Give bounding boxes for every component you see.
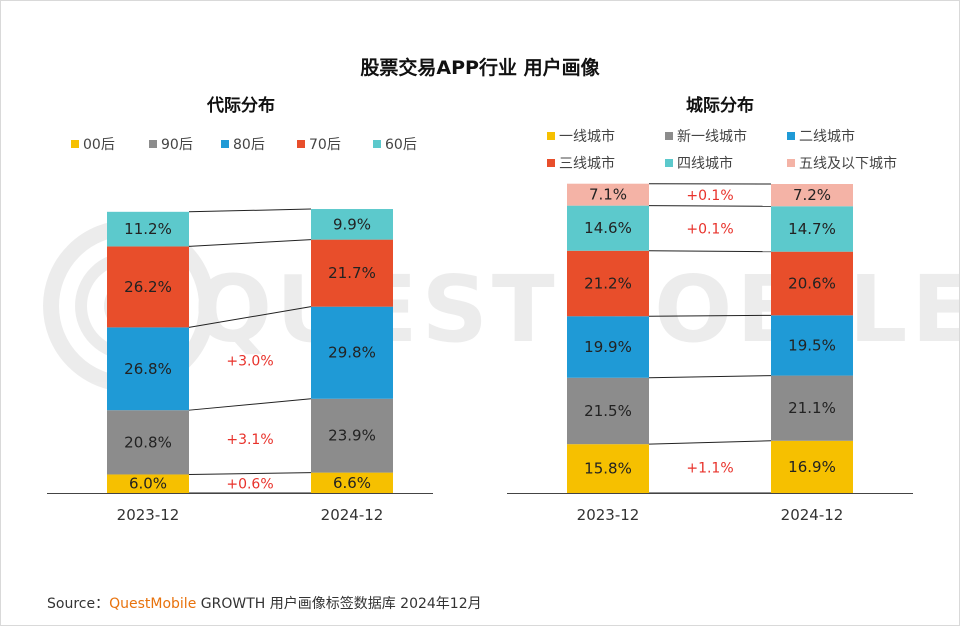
legend-item-e696b0e4b880e7babfe59f8ee5b882: 新一线城市: [665, 128, 747, 145]
legend-label: 二线城市: [799, 128, 855, 145]
data-label: 19.9%: [584, 338, 632, 356]
legend-swatch: [787, 132, 795, 140]
chart-title: 代际分布: [206, 95, 275, 116]
legend-label: 一线城市: [559, 128, 615, 145]
data-label: 20.8%: [124, 433, 172, 451]
legend-swatch: [665, 132, 673, 140]
delta-annotation: +0.1%: [686, 188, 733, 204]
legend-item-60e5908e: 60后: [373, 137, 417, 153]
legend-item-e4b880e7babfe59f8ee5b882: 一线城市: [547, 128, 615, 145]
data-label: 7.2%: [793, 186, 831, 204]
delta-annotation: +3.0%: [226, 354, 273, 370]
data-label: 20.6%: [788, 274, 836, 292]
legend-swatch: [149, 140, 157, 148]
data-label: 9.9%: [333, 215, 371, 233]
legend-swatch: [297, 140, 305, 148]
legend-item-e59b9be7babfe59f8ee5b882: 四线城市: [665, 155, 733, 172]
legend-label: 00后: [83, 137, 115, 153]
source-rest: GROWTH 用户画像标签数据库 2024年12月: [201, 596, 482, 612]
connector-line: [189, 209, 311, 212]
legend-item-e4b889e7babfe59f8ee5b882: 三线城市: [547, 155, 615, 172]
data-label: 6.6%: [333, 474, 371, 492]
legend-swatch: [665, 159, 673, 167]
legend-item-70e5908e: 70后: [297, 137, 341, 153]
legend-swatch: [373, 140, 381, 148]
data-label: 19.5%: [788, 336, 836, 354]
data-label: 29.8%: [328, 344, 376, 362]
connector-line: [189, 399, 311, 410]
legend-item-e4ba8ce7babfe59f8ee5b882: 二线城市: [787, 128, 855, 145]
legend-swatch: [547, 159, 555, 167]
data-label: 26.8%: [124, 360, 172, 378]
chart-title: 城际分布: [686, 95, 754, 116]
legend-item-90e5908e: 90后: [149, 137, 193, 153]
connector-line: [189, 473, 311, 475]
data-label: 14.7%: [788, 220, 836, 238]
data-label: 21.2%: [584, 274, 632, 292]
legend-item-e4ba94e7babfe58f8ae4bba5e4b88be59f8ee5b882: 五线及以下城市: [787, 155, 897, 172]
source-brand: QuestMobile: [109, 596, 196, 612]
page-title: 股票交易APP行业 用户画像: [360, 56, 600, 79]
legend-label: 新一线城市: [677, 128, 747, 145]
data-label: 21.5%: [584, 402, 632, 420]
connector-line: [189, 240, 311, 247]
data-label: 11.2%: [124, 220, 172, 238]
legend-label: 五线及以下城市: [799, 155, 897, 172]
delta-annotation: +3.1%: [226, 432, 273, 448]
data-label: 16.9%: [788, 458, 836, 476]
x-tick-label: 2023-12: [117, 506, 180, 524]
data-label: 7.1%: [589, 186, 627, 204]
data-label: 26.2%: [124, 278, 172, 296]
source-note: Source：QuestMobile GROWTH 用户画像标签数据库 2024…: [47, 593, 482, 613]
data-label: 6.0%: [129, 475, 167, 493]
x-tick-label: 2024-12: [321, 506, 384, 524]
x-tick-label: 2024-12: [781, 506, 844, 524]
source-prefix: Source：: [47, 596, 109, 612]
legend-label: 90后: [161, 137, 193, 153]
legend-label: 70后: [309, 137, 341, 153]
data-label: 15.8%: [584, 460, 632, 478]
legend-label: 60后: [385, 137, 417, 153]
data-label: 21.1%: [788, 399, 836, 417]
legend-swatch: [71, 140, 79, 148]
legend-item-80e5908e: 80后: [221, 137, 265, 153]
legend-swatch: [547, 132, 555, 140]
data-label: 21.7%: [328, 264, 376, 282]
x-tick-label: 2023-12: [577, 506, 640, 524]
legend-label: 四线城市: [677, 155, 733, 172]
connector-line: [649, 251, 771, 252]
delta-annotation: +1.1%: [686, 461, 733, 477]
delta-annotation: +0.1%: [686, 222, 733, 238]
data-label: 23.9%: [328, 427, 376, 445]
legend-swatch: [221, 140, 229, 148]
legend-swatch: [787, 159, 795, 167]
connector-line: [649, 376, 771, 378]
connector-line: [649, 206, 771, 207]
legend-label: 80后: [233, 137, 265, 153]
legend-item-00e5908e: 00后: [71, 137, 115, 153]
delta-annotation: +0.6%: [226, 476, 273, 492]
legend-label: 三线城市: [559, 155, 615, 172]
connector-line: [649, 441, 771, 444]
data-label: 14.6%: [584, 219, 632, 237]
